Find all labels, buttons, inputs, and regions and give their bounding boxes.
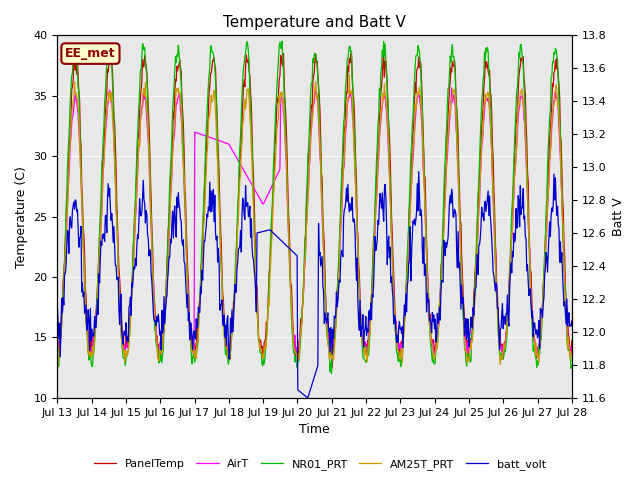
- Line: AirT: AirT: [58, 88, 572, 359]
- batt_volt: [63, 244, 70, 250]
- Text: EE_met: EE_met: [65, 47, 116, 60]
- AM25T_PRT: [168, 168, 176, 174]
- PanelTemp: [106, 50, 113, 56]
- Title: Temperature and Batt V: Temperature and Batt V: [223, 15, 406, 30]
- AM25T_PRT: [54, 366, 61, 372]
- batt_volt: [415, 168, 422, 174]
- AM25T_PRT: [378, 106, 385, 112]
- batt_volt: [568, 318, 576, 324]
- NR01_PRT: [568, 363, 576, 369]
- AirT: [168, 173, 176, 179]
- AM25T_PRT: [568, 358, 576, 364]
- AirT: [63, 226, 70, 232]
- Line: AM25T_PRT: AM25T_PRT: [58, 74, 572, 369]
- PanelTemp: [394, 333, 401, 339]
- Line: NR01_PRT: NR01_PRT: [58, 41, 572, 374]
- AM25T_PRT: [393, 327, 401, 333]
- AM25T_PRT: [116, 291, 124, 297]
- PanelTemp: [196, 295, 204, 300]
- Y-axis label: Temperature (C): Temperature (C): [15, 166, 28, 267]
- PanelTemp: [568, 337, 576, 343]
- Y-axis label: Batt V: Batt V: [612, 197, 625, 236]
- NR01_PRT: [168, 133, 176, 139]
- NR01_PRT: [394, 350, 401, 356]
- NR01_PRT: [116, 305, 124, 311]
- PanelTemp: [328, 365, 336, 371]
- Line: PanelTemp: PanelTemp: [58, 53, 572, 368]
- AirT: [54, 343, 61, 349]
- AirT: [392, 319, 399, 324]
- Line: batt_volt: batt_volt: [58, 171, 572, 398]
- NR01_PRT: [54, 368, 61, 373]
- AirT: [116, 293, 124, 299]
- PanelTemp: [54, 336, 61, 342]
- AM25T_PRT: [346, 72, 353, 77]
- batt_volt: [116, 322, 124, 327]
- Legend: PanelTemp, AirT, NR01_PRT, AM25T_PRT, batt_volt: PanelTemp, AirT, NR01_PRT, AM25T_PRT, ba…: [90, 455, 550, 474]
- AM25T_PRT: [63, 221, 70, 227]
- batt_volt: [304, 395, 312, 401]
- batt_volt: [54, 304, 61, 310]
- batt_volt: [378, 205, 385, 211]
- AirT: [377, 119, 385, 124]
- batt_volt: [168, 222, 176, 228]
- X-axis label: Time: Time: [300, 423, 330, 436]
- NR01_PRT: [243, 38, 251, 44]
- AirT: [448, 85, 456, 91]
- PanelTemp: [378, 75, 386, 81]
- NR01_PRT: [63, 194, 70, 200]
- PanelTemp: [116, 291, 124, 297]
- NR01_PRT: [195, 312, 203, 317]
- AirT: [195, 131, 203, 136]
- PanelTemp: [63, 206, 70, 212]
- NR01_PRT: [328, 371, 335, 377]
- AM25T_PRT: [195, 315, 203, 321]
- AirT: [499, 356, 507, 362]
- batt_volt: [393, 339, 401, 345]
- batt_volt: [195, 309, 203, 314]
- PanelTemp: [169, 132, 177, 138]
- AirT: [568, 348, 576, 354]
- NR01_PRT: [378, 48, 386, 53]
